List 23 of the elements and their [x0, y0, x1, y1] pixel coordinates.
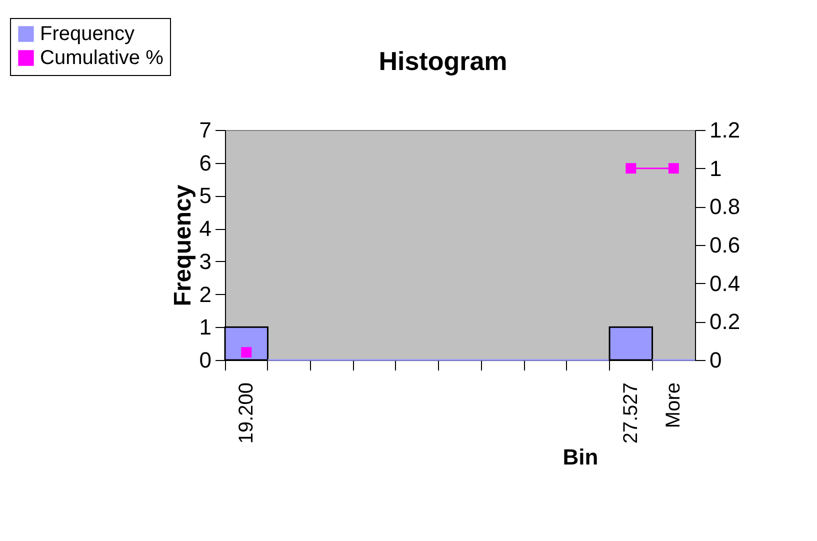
y-axis-title: Frequency — [169, 184, 196, 306]
y-tick-label: 0 — [199, 348, 212, 372]
legend-label: Cumulative % — [40, 47, 164, 69]
y2-tick-label: 0.2 — [710, 309, 740, 334]
x-tick-label: 27.527 — [620, 382, 642, 444]
y2-tick-label: 0 — [710, 348, 722, 372]
y-tick-label: 1 — [199, 314, 212, 340]
y-tick-label: 3 — [199, 248, 212, 274]
y-tick-label: 4 — [199, 216, 212, 242]
y2-tick-label: 0.6 — [710, 232, 740, 258]
y2-tick-label: 1.2 — [710, 118, 740, 142]
chart-title: Histogram — [378, 46, 508, 76]
y-tick-label: 6 — [199, 150, 212, 176]
x-tick-label: 19.200 — [235, 382, 258, 444]
x-tick-label: More — [662, 382, 685, 428]
y2-tick-label: 0.4 — [710, 270, 740, 296]
y-tick-label: 2 — [199, 282, 212, 307]
y2-tick-label: 0.8 — [710, 194, 740, 220]
y-tick-label: 7 — [199, 118, 212, 142]
x-axis-title: Bin — [562, 444, 598, 470]
y2-tick-label: 1 — [710, 156, 722, 181]
y-tick-label: 5 — [199, 183, 212, 208]
legend-label: Frequency — [40, 23, 134, 45]
